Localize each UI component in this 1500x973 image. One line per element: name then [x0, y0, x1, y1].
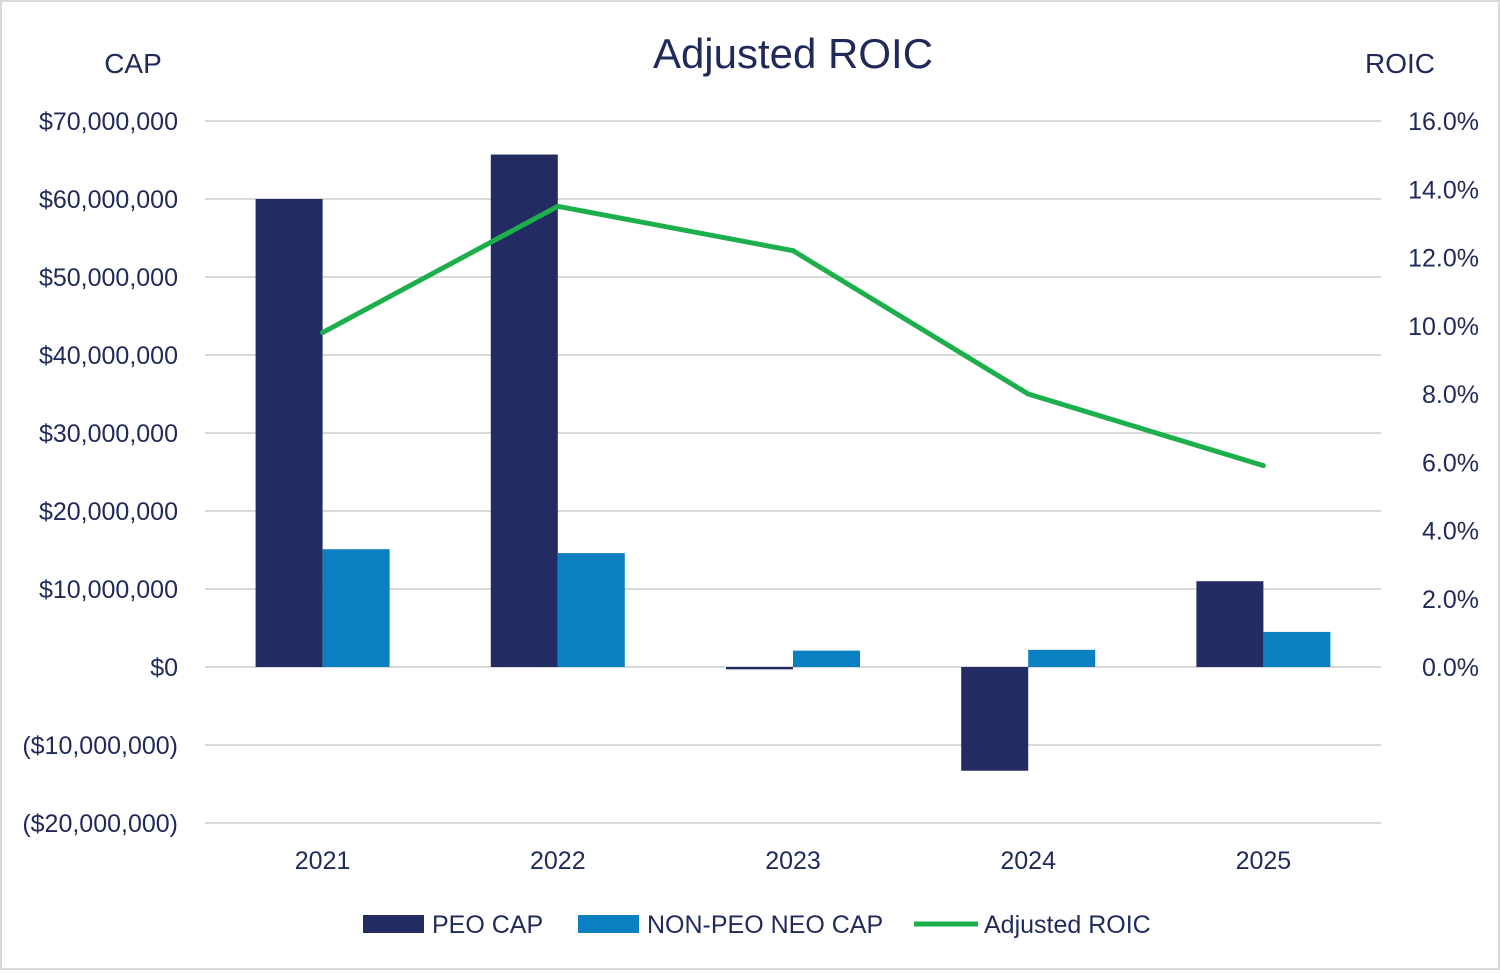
left-tick-label: $40,000,000	[39, 342, 178, 370]
peo-cap-bar-2025	[1196, 581, 1264, 667]
legend-swatch-non-peo-neo-cap	[578, 915, 639, 933]
left-axis-title: CAP	[104, 48, 162, 79]
left-tick-label: ($20,000,000)	[22, 810, 178, 838]
non-peo-neo-cap-bar-2024	[1028, 649, 1096, 667]
peo-cap-bar-2022	[490, 154, 558, 668]
legend-label-non-peo-neo-cap: NON-PEO NEO CAP	[647, 911, 883, 939]
left-tick-label: $30,000,000	[39, 420, 178, 448]
x-tick-label: 2024	[1000, 847, 1056, 875]
non-peo-neo-cap-bar-2023	[793, 650, 860, 667]
right-tick-label: 2.0%	[1422, 586, 1479, 614]
left-tick-label: $60,000,000	[39, 186, 178, 214]
right-tick-label: 8.0%	[1422, 381, 1479, 409]
adjusted-roic-point-2021	[320, 330, 326, 336]
right-tick-label: 16.0%	[1408, 108, 1479, 136]
left-tick-label: ($10,000,000)	[22, 732, 178, 760]
legend: PEO CAP NON-PEO NEO CAP Adjusted ROIC	[363, 911, 1151, 939]
left-axis-ticks: ($20,000,000) ($10,000,000) $0 $10,000,000 $…	[22, 108, 178, 838]
x-tick-label: 2021	[295, 847, 351, 875]
adjusted-roic-point-2025	[1260, 463, 1266, 469]
x-axis-ticks: 2021 2022 2023 2024 2025	[295, 847, 1291, 875]
roic-line	[320, 203, 1266, 469]
left-tick-label: $50,000,000	[39, 264, 178, 292]
legend-label-peo-cap: PEO CAP	[432, 911, 543, 939]
non-peo-neo-cap-bar-2025	[1263, 631, 1331, 667]
right-axis-title: ROIC	[1365, 48, 1435, 79]
legend-label-adjusted-roic: Adjusted ROIC	[984, 911, 1151, 939]
peo-cap-bar-2021	[255, 199, 323, 667]
right-tick-label: 10.0%	[1408, 313, 1479, 341]
right-tick-label: 6.0%	[1422, 449, 1479, 477]
peo-cap-bar-2023	[726, 667, 793, 670]
right-tick-label: 0.0%	[1422, 654, 1479, 682]
non-peo-neo-cap-bar-2022	[557, 553, 625, 667]
bars	[255, 154, 1331, 771]
left-tick-label: $10,000,000	[39, 576, 178, 604]
legend-swatch-peo-cap	[363, 915, 424, 933]
left-tick-label: $20,000,000	[39, 498, 178, 526]
adjusted-roic-line	[321, 203, 1265, 469]
right-tick-label: 14.0%	[1408, 176, 1479, 204]
right-axis-ticks: 0.0% 2.0% 4.0% 6.0% 8.0% 10.0% 12.0% 14.0% 16.0%	[1408, 108, 1479, 682]
adjusted-roic-point-2022	[555, 203, 561, 209]
right-tick-label: 12.0%	[1408, 245, 1479, 273]
x-tick-label: 2023	[765, 847, 821, 875]
adjusted-roic-point-2023	[790, 248, 796, 254]
x-tick-label: 2022	[530, 847, 586, 875]
left-tick-label: $70,000,000	[39, 108, 178, 136]
x-tick-label: 2025	[1236, 847, 1292, 875]
peo-cap-bar-2024	[961, 667, 1029, 771]
right-tick-label: 4.0%	[1422, 518, 1479, 546]
chart-title: Adjusted ROIC	[653, 30, 933, 77]
left-tick-label: $0	[150, 654, 178, 682]
gridlines	[205, 120, 1381, 824]
non-peo-neo-cap-bar-2021	[322, 549, 390, 667]
adjusted-roic-point-2024	[1025, 391, 1031, 397]
